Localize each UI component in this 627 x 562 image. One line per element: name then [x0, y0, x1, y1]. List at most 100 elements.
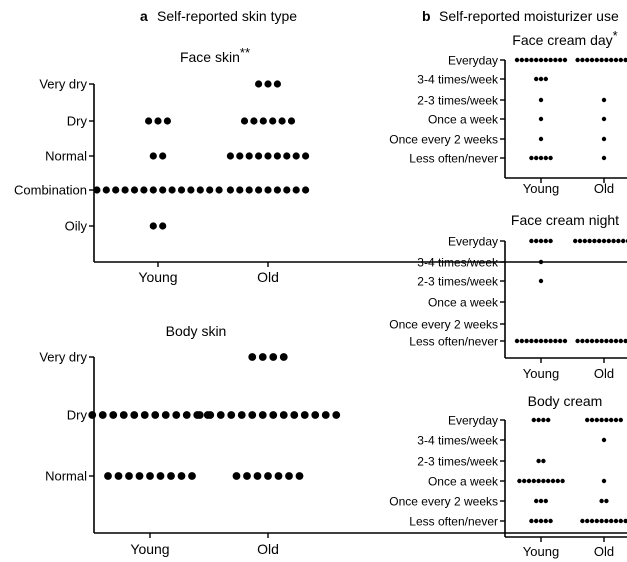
data-point-old-less-often-never: [623, 338, 627, 344]
data-point-old-less-often-never: [599, 518, 604, 524]
data-point-young-less-often-never: [543, 155, 548, 161]
data-point-old-everyday: [580, 57, 585, 63]
y-tick-label-less-often-never: Less often/never: [409, 514, 498, 528]
chart-body-cream: Body cream Less often/never Once every 2 w…: [389, 393, 627, 559]
data-point-old-dry: [250, 117, 258, 125]
data-point-old-dry: [300, 411, 309, 419]
data-point-young-less-often-never: [524, 338, 529, 344]
chart-title: Face cream day*: [512, 28, 617, 48]
data-point-old-dry: [332, 411, 341, 419]
data-point-young-everyday: [534, 57, 539, 63]
y-tick-label-once-a-week: Once a week: [428, 295, 499, 309]
significance-marker: **: [240, 45, 250, 60]
data-point-young-combination: [196, 186, 204, 194]
data-point-old-normal: [245, 152, 253, 160]
data-point-young-once-a-week: [536, 478, 541, 484]
y-tick-label-once-every-2-weeks: Once every 2 weeks: [389, 132, 498, 146]
data-point-young-2-3-times-week: [538, 97, 544, 103]
data-point-old-normal: [283, 152, 291, 160]
data-point-old-less-often-never: [601, 155, 607, 161]
y-tick-label-everyday: Everyday: [448, 234, 498, 248]
data-point-old-once-a-week: [601, 116, 607, 122]
data-point-old-everyday: [604, 417, 609, 423]
data-point-old-dry: [311, 411, 320, 419]
data-point-young-less-often-never: [534, 338, 539, 344]
y-tick-label-2-3-times-week: 2-3 times/week: [417, 93, 499, 107]
y-tick-label-2-3-times-week: 2-3 times/week: [417, 454, 499, 468]
data-point-young-combination: [187, 186, 195, 194]
data-point-old-very-dry: [269, 353, 278, 361]
data-point-old-dry: [290, 411, 299, 419]
y-tick-label-3-4-times-week: 3-4 times/week: [417, 72, 499, 86]
y-tick-label-once-a-week: Once a week: [428, 112, 499, 126]
data-point-young-combination: [206, 186, 214, 194]
data-point-young-less-often-never: [514, 338, 520, 344]
x-tick-label-old: Old: [594, 544, 614, 559]
data-point-young-combination: [149, 186, 157, 194]
chart-title: Body skin: [166, 323, 227, 339]
data-point-old-dry: [248, 411, 257, 419]
y-tick-label-very-dry: Very dry: [39, 77, 87, 92]
panel-b-title: Self-reported moisturizer use: [439, 8, 619, 24]
data-point-old-normal: [273, 152, 281, 160]
data-point-young-everyday: [519, 57, 524, 63]
x-tick-label-young: Young: [523, 181, 559, 196]
y-tick-label-oily: Oily: [65, 219, 88, 234]
x-tick-label-young: Young: [523, 544, 559, 559]
data-point-old-dry: [195, 411, 204, 419]
data-point-young-normal: [135, 472, 144, 480]
data-point-old-everyday: [604, 57, 609, 63]
data-point-old-very-dry: [264, 80, 272, 88]
data-point-young-dry: [119, 411, 128, 419]
data-point-young-everyday: [541, 417, 546, 423]
data-point-young-less-often-never: [529, 518, 534, 524]
chart-face-skin: Face skin** Oily Combination Normal Dry Very …: [14, 45, 627, 285]
data-point-old-combination: [273, 186, 281, 194]
data-point-old-once-every-2-weeks: [599, 498, 604, 504]
data-point-old-very-dry: [279, 353, 288, 361]
data-point-old-everyday: [575, 57, 580, 63]
data-point-old-normal: [292, 152, 300, 160]
data-point-old-very-dry: [273, 80, 281, 88]
significance-marker: *: [613, 28, 618, 43]
data-point-old-combination: [236, 186, 244, 194]
panel-a-title: Self-reported skin type: [157, 8, 297, 24]
data-point-old-less-often-never: [604, 338, 609, 344]
panel-a-letter: a: [140, 8, 148, 24]
data-point-young-everyday: [543, 238, 548, 244]
data-point-old-less-often-never: [589, 518, 595, 524]
data-point-young-everyday: [529, 57, 534, 63]
data-point-old-normal: [236, 152, 244, 160]
data-point-young-combination: [159, 186, 167, 194]
data-point-old-everyday: [613, 57, 619, 63]
y-tick-label-2-3-times-week: 2-3 times/week: [417, 274, 499, 288]
data-point-old-normal: [302, 152, 310, 160]
data-point-young-dry: [140, 411, 149, 419]
data-point-old-everyday: [594, 417, 599, 423]
data-point-old-dry: [227, 411, 236, 419]
data-point-old-everyday: [613, 417, 619, 423]
data-point-old-less-often-never: [594, 338, 599, 344]
data-point-old-less-often-never: [580, 338, 585, 344]
data-point-young-dry: [98, 411, 107, 419]
data-point-young-dry: [109, 411, 118, 419]
data-point-old-everyday: [599, 417, 604, 423]
data-point-young-less-often-never: [543, 338, 548, 344]
data-point-old-everyday: [621, 238, 626, 244]
data-point-old-normal: [226, 152, 234, 160]
data-point-young-once-every-2-weeks: [538, 498, 544, 504]
data-point-young-once-every-2-weeks: [534, 498, 539, 504]
data-point-young-oily: [149, 222, 157, 230]
data-point-young-2-3-times-week: [541, 458, 546, 464]
data-point-young-normal: [104, 472, 112, 480]
data-point-young-everyday: [538, 57, 544, 63]
data-point-old-less-often-never: [613, 338, 619, 344]
data-point-young-3-4-times-week: [534, 76, 539, 82]
x-tick-label-young: Young: [523, 366, 559, 381]
data-point-old-everyday: [585, 417, 590, 423]
data-point-old-once-a-week: [601, 478, 607, 484]
y-tick-label-less-often-never: Less often/never: [409, 151, 498, 165]
panel-b-letter: b: [422, 8, 431, 24]
data-point-old-dry: [259, 117, 267, 125]
data-point-old-less-often-never: [609, 518, 614, 524]
